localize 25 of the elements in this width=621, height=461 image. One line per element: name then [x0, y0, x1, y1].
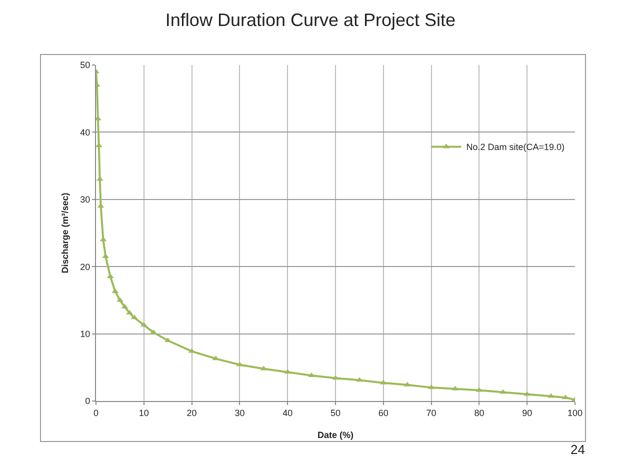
- text: 24: [570, 442, 585, 457]
- x-tick-label: 50: [330, 408, 341, 418]
- legend-label: No.2 Dam site(CA=19.0): [466, 142, 565, 152]
- y-tick-label: 0: [85, 396, 90, 406]
- x-tick-label: 80: [474, 408, 484, 418]
- y-tick-label: 40: [80, 127, 90, 138]
- x-tick-label: 70: [426, 408, 436, 418]
- x-tick-label: 100: [567, 408, 583, 418]
- x-tick-label: 10: [138, 408, 149, 418]
- x-axis-title: Date (%): [317, 430, 354, 440]
- x-tick-label: 40: [282, 408, 293, 418]
- x-tick-label: 20: [186, 408, 197, 418]
- y-tick-label: 50: [80, 60, 90, 70]
- y-axis-title: Discharge (m³/sec): [60, 192, 70, 274]
- x-tick-label: 90: [522, 408, 532, 418]
- x-tick-label: 60: [378, 408, 388, 418]
- x-tick-label: 0: [93, 408, 99, 418]
- y-tick-label: 20: [80, 262, 90, 272]
- point: [126, 310, 133, 314]
- y-tick-label: 30: [80, 194, 90, 205]
- y-tick-label: 10: [80, 328, 90, 339]
- point: [150, 329, 157, 334]
- x-tick-label: 30: [234, 408, 245, 418]
- chart-title: Inflow Duration Curve at Project Site: [164, 10, 457, 31]
- point: [332, 375, 339, 380]
